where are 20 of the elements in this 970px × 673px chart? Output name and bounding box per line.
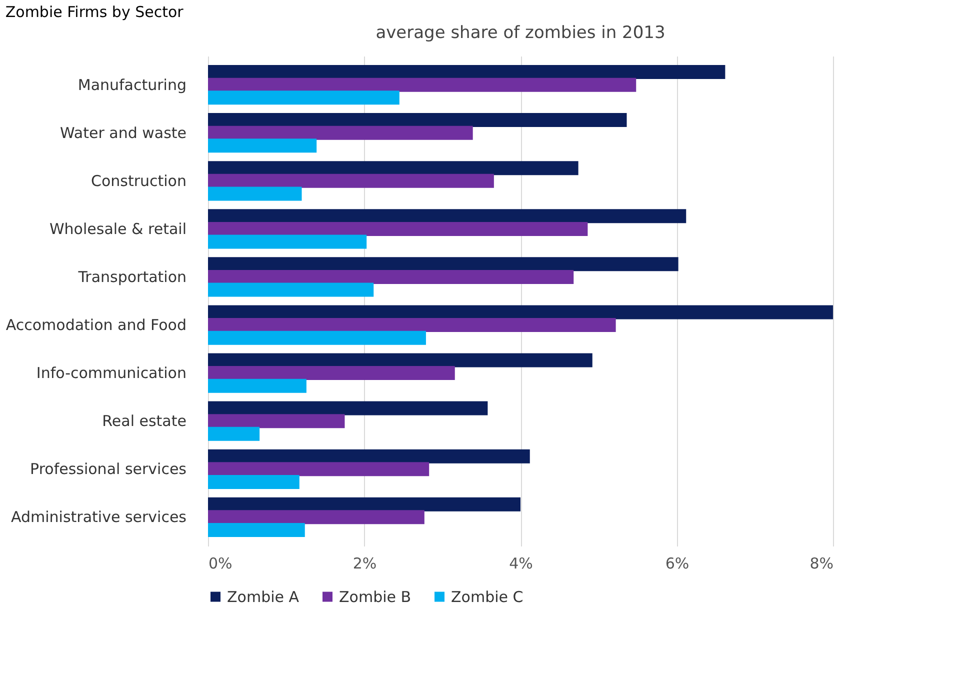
y-tick-label: Construction	[90, 172, 186, 190]
x-tick-label: 6%	[665, 554, 690, 572]
y-tick-label: Wholesale & retail	[49, 220, 186, 238]
x-tick-label: 2%	[352, 554, 377, 572]
chart-title: Zombie Firms by Sector	[5, 3, 184, 21]
y-tick-label: Real estate	[102, 412, 186, 430]
x-tick-label: 4%	[509, 554, 533, 572]
y-tick-label: Professional services	[30, 460, 187, 478]
chart-subtitle: average share of zombies in 2013	[376, 23, 666, 43]
y-tick-label: Transportation	[77, 268, 186, 286]
y-tick-label: Manufacturing	[78, 76, 186, 94]
x-tick-label: 0%	[208, 554, 232, 572]
y-tick-label: Info-communication	[36, 364, 186, 382]
y-tick-label: Accomodation and Food	[6, 316, 186, 334]
y-tick-label: Administrative services	[11, 508, 187, 526]
x-tick-label: 8%	[810, 554, 834, 572]
y-tick-label: Water and waste	[60, 124, 186, 142]
legend-label: Zombie C	[451, 588, 524, 606]
legend-label: Zombie B	[339, 588, 412, 606]
legend-label: Zombie A	[227, 588, 300, 606]
